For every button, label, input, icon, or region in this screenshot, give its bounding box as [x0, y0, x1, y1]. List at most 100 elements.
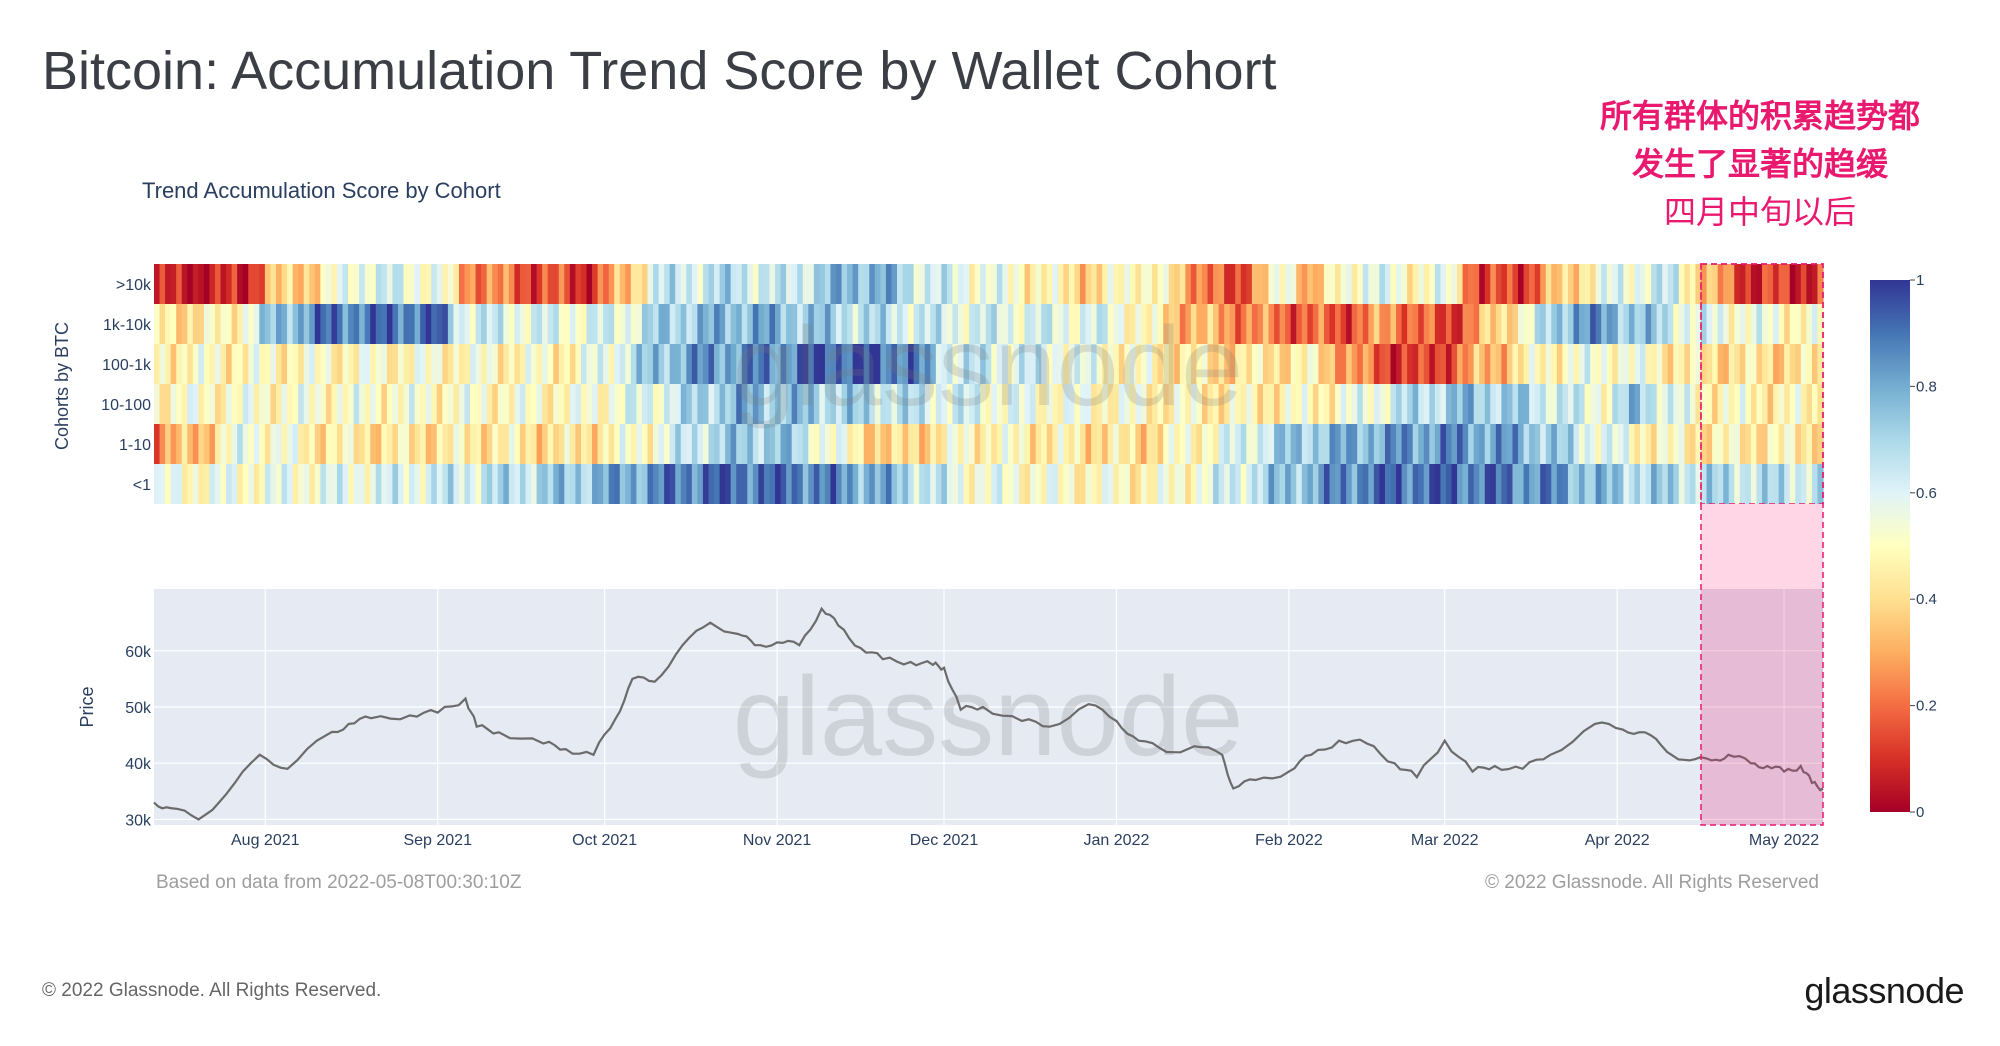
heatmap-cell [525, 264, 532, 304]
heatmap-cell [353, 384, 360, 424]
heatmap-cell [1251, 304, 1259, 344]
heatmap-cell [708, 464, 715, 504]
heatmap-cell [1274, 344, 1281, 384]
heatmap-cell [403, 304, 410, 344]
heatmap-cell [930, 464, 937, 504]
heatmap-cell [497, 264, 504, 304]
heatmap-cell [1717, 424, 1724, 464]
heatmap-cell [924, 384, 931, 424]
heatmap-cell [869, 264, 876, 304]
heatmap-cell [1107, 384, 1114, 424]
heatmap-cell [1573, 304, 1580, 344]
cohort-label: >10k [116, 277, 152, 294]
heatmap-cell [1035, 264, 1042, 304]
heatmap-cell [1423, 424, 1430, 464]
heatmap-cell [220, 464, 227, 504]
heatmap-cell [1651, 464, 1658, 504]
heatmap-cell [1335, 264, 1342, 304]
heatmap-cell [797, 344, 804, 384]
heatmap-cell [1623, 344, 1630, 384]
heatmap-cell [1817, 384, 1824, 424]
heatmap-cell [1418, 264, 1425, 304]
heatmap-cell [1811, 304, 1819, 344]
heatmap-cell [763, 424, 771, 464]
heatmap-cell [1019, 304, 1026, 344]
heatmap-cell [608, 424, 615, 464]
heatmap-cell [1468, 344, 1475, 384]
heatmap-cell [1124, 344, 1131, 384]
heatmap-cell [1651, 304, 1658, 344]
heatmap-cell [1052, 344, 1059, 384]
heatmap-cell [1091, 304, 1098, 344]
heatmap-cell [486, 464, 493, 504]
heatmap-cell [930, 264, 937, 304]
heatmap-cell [736, 264, 743, 304]
heatmap-cell [536, 344, 543, 384]
heatmap-cell [331, 424, 338, 464]
heatmap-cell [569, 424, 576, 464]
y-tick-label: 30k [125, 812, 152, 829]
cohort-label: 10-100 [101, 397, 151, 414]
heatmap-cell [1124, 304, 1131, 344]
heatmap-cell [181, 464, 188, 504]
heatmap-cell [1384, 344, 1392, 384]
heatmap-cell [941, 384, 948, 424]
heatmap-cell [503, 464, 510, 504]
heatmap-cell [181, 264, 188, 304]
heatmap-cell [331, 464, 338, 504]
heatmap-cell [880, 464, 887, 504]
heatmap-cell [464, 464, 471, 504]
heatmap-cell [1390, 344, 1397, 384]
heatmap-cell [752, 344, 759, 384]
heatmap-cell [1706, 384, 1713, 424]
heatmap-cell [259, 424, 266, 464]
heatmap-cell [697, 304, 704, 344]
heatmap-cell [1368, 344, 1375, 384]
heatmap-cell [575, 344, 582, 384]
heatmap-cell [686, 424, 693, 464]
heatmap-cell [1739, 424, 1746, 464]
heatmap-cell [1445, 424, 1453, 464]
heatmap-cell [913, 344, 920, 384]
heatmap-cell [486, 344, 493, 384]
heatmap-cell [619, 304, 626, 344]
heatmap-cell [1318, 304, 1325, 344]
heatmap-cell [1362, 344, 1369, 384]
heatmap-cell [1329, 344, 1336, 384]
heatmap-cell [314, 464, 321, 504]
heatmap-cell [386, 344, 394, 384]
heatmap-cell [1351, 424, 1358, 464]
heatmap-cell [1268, 384, 1275, 424]
heatmap-cell [808, 304, 815, 344]
heatmap-cell [1734, 424, 1741, 464]
heatmap-cell [891, 304, 898, 344]
heatmap-cell [919, 264, 926, 304]
heatmap-cell [658, 304, 665, 344]
heatmap-cell [1257, 464, 1264, 504]
heatmap-cell [791, 304, 798, 344]
heatmap-cell [691, 304, 698, 344]
heatmap-cell [1723, 464, 1730, 504]
heatmap-cell [1712, 384, 1719, 424]
heatmap-cell [170, 384, 177, 424]
heatmap-cell [1274, 464, 1281, 504]
heatmap-cell [1778, 264, 1785, 304]
heatmap-cell [508, 424, 516, 464]
heatmap-cell [320, 264, 327, 304]
heatmap-cell [420, 384, 427, 424]
heatmap-cell [203, 384, 211, 424]
heatmap-cell [214, 344, 222, 384]
heatmap-cell [1124, 464, 1131, 504]
heatmap-cell [1468, 384, 1475, 424]
heatmap-cell [1662, 384, 1669, 424]
heatmap-cell [1296, 424, 1303, 464]
heatmap-cell [1811, 264, 1819, 304]
heatmap-cell [824, 464, 832, 504]
heatmap-cell [669, 264, 676, 304]
heatmap-cell [159, 424, 166, 464]
heatmap-cell [636, 464, 643, 504]
heatmap-cell [1174, 464, 1181, 504]
heatmap-cell [303, 384, 310, 424]
heatmap-cell [1340, 424, 1347, 464]
